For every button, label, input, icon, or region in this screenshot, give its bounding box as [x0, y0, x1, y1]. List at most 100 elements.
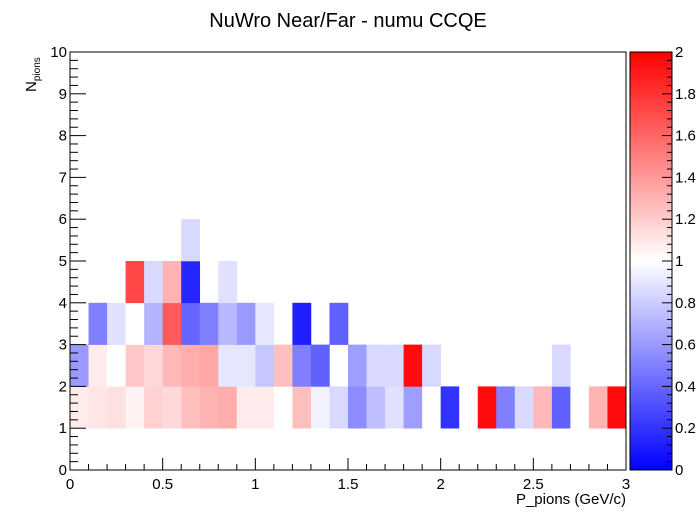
heatmap-cell	[440, 428, 460, 471]
y-axis-label-main: N	[23, 81, 40, 92]
heatmap-cell	[588, 386, 608, 429]
heatmap-cell	[459, 386, 479, 429]
heatmap-cell	[125, 302, 145, 345]
heatmap-cell	[329, 428, 349, 471]
x-tick-label: 1.5	[338, 476, 359, 493]
heatmap-cell	[496, 428, 516, 471]
heatmap-cell	[496, 386, 516, 429]
heatmap-cell	[218, 302, 238, 345]
color-scale-axis: 0 0.2 0.4 0.6 0.8 1 1.2 1.4 1.6 1.8 2	[662, 44, 696, 479]
heatmap-cell	[292, 344, 312, 387]
heatmap-cell	[125, 428, 145, 471]
heatmap-cell	[348, 428, 367, 471]
heatmap-cell	[403, 386, 423, 429]
heatmap-cell	[533, 428, 553, 471]
y-tick-label: 2	[59, 378, 67, 395]
heatmap-cell	[125, 344, 145, 387]
y-tick-label: 0	[59, 462, 67, 479]
heatmap-cell	[218, 344, 238, 387]
heatmap-cell	[162, 428, 182, 471]
heatmap-cell	[403, 428, 423, 471]
x-axis: 0 0.5 1 1.5 2 2.5 3	[66, 458, 630, 493]
heatmap-cell	[514, 428, 534, 471]
heatmap-cell	[329, 302, 349, 345]
heatmap-cell	[199, 302, 219, 345]
heatmap-cell	[181, 219, 201, 262]
heatmap-cell	[459, 428, 479, 471]
heatmap-cell	[255, 428, 275, 471]
z-tick-label: 0.4	[675, 378, 696, 395]
heatmap-cell	[292, 428, 312, 471]
heatmap-cell	[125, 261, 145, 304]
z-tick-label: 1.6	[675, 128, 696, 145]
heatmap-cell	[88, 344, 108, 387]
heatmap-cell	[181, 302, 201, 345]
heatmap-cell	[88, 386, 108, 429]
x-tick-label: 2.5	[523, 476, 544, 493]
heatmap-cell	[403, 344, 423, 387]
heatmap-cell	[236, 302, 256, 345]
x-tick-label: 3	[622, 476, 630, 493]
y-axis: 0 1 2 3 4 5 6 7 8 9 10	[50, 44, 86, 479]
y-tick-label: 4	[59, 295, 67, 312]
heatmap-cell	[70, 428, 89, 471]
heatmap-cell	[255, 344, 275, 387]
heatmap-cell	[551, 386, 571, 429]
heatmap-cell	[218, 261, 238, 304]
heatmap-cell	[551, 428, 571, 471]
heatmap-cell	[477, 386, 497, 429]
y-tick-label: 7	[59, 169, 67, 186]
heatmap-cell	[422, 386, 441, 429]
chart-title: NuWro Near/Far - numu CCQE	[209, 10, 486, 32]
heatmap-cell	[199, 344, 219, 387]
heatmap-cell	[181, 261, 201, 304]
z-tick-label: 1.4	[675, 169, 696, 186]
heatmap-cell	[144, 302, 163, 345]
x-tick-label: 0.5	[152, 476, 173, 493]
heatmap-cell	[199, 386, 219, 429]
y-axis-label-sub: pions	[32, 57, 43, 81]
heatmap-cell	[385, 386, 404, 429]
heatmap-cell	[366, 386, 386, 429]
heatmap-cell	[273, 344, 293, 387]
heatmap-cell	[144, 344, 163, 387]
heatmap-cell	[292, 302, 312, 345]
heatmap-cell	[366, 344, 386, 387]
z-tick-label: 2	[675, 44, 683, 61]
y-tick-label: 9	[59, 86, 67, 103]
heatmap-cell	[570, 428, 590, 471]
heatmap-cell	[273, 386, 293, 429]
x-tick-label: 0	[66, 476, 74, 493]
y-tick-label: 10	[50, 44, 67, 61]
heatmap-cell	[255, 386, 275, 429]
heatmap-cell	[477, 428, 497, 471]
x-tick-label: 2	[436, 476, 444, 493]
heatmap-cell	[310, 344, 330, 387]
y-tick-label: 3	[59, 337, 67, 354]
heatmap-cell	[144, 386, 163, 429]
heatmap-cell	[366, 428, 386, 471]
heatmap-cell	[310, 428, 330, 471]
heatmap-cell	[162, 302, 182, 345]
heatmap-cell	[255, 302, 275, 345]
z-tick-label: 0.6	[675, 337, 696, 354]
heatmap-cell	[199, 428, 219, 471]
heatmap-cell	[607, 428, 627, 471]
heatmap-cell	[88, 428, 108, 471]
heatmap-cell	[329, 386, 349, 429]
z-tick-label: 1.8	[675, 86, 696, 103]
heatmap-cell	[218, 386, 238, 429]
z-tick-label: 0.8	[675, 295, 696, 312]
heatmap-cell	[551, 344, 571, 387]
heatmap-cell	[162, 344, 182, 387]
y-tick-label: 5	[59, 253, 67, 270]
heatmap-cell	[533, 386, 553, 429]
heatmap-cell	[514, 386, 534, 429]
heatmap-cell	[422, 428, 441, 471]
z-tick-label: 0	[675, 462, 683, 479]
heatmap-cell	[607, 386, 627, 429]
heatmap-cell	[181, 428, 201, 471]
z-tick-label: 0.2	[675, 420, 696, 437]
heatmap-cell	[181, 344, 201, 387]
